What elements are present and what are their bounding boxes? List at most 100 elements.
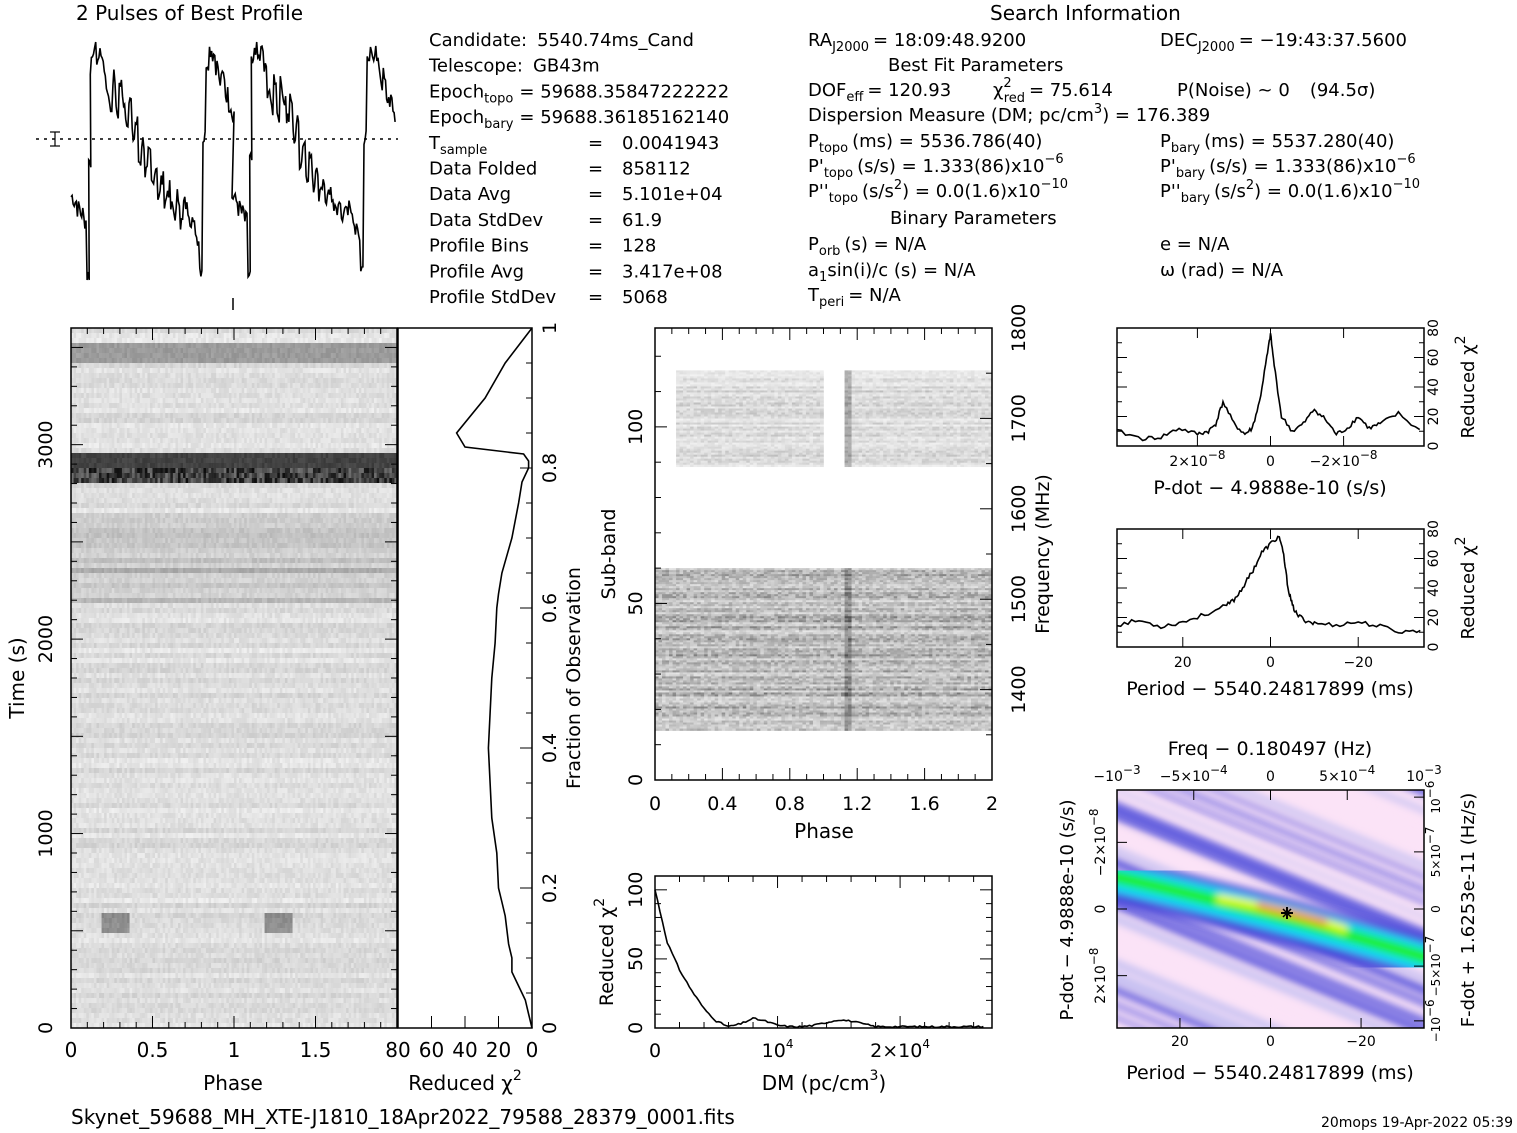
phase-time-cell xyxy=(175,363,179,369)
phase-time-cell xyxy=(282,478,286,484)
phase-time-cell xyxy=(351,403,355,409)
phase-time-cell xyxy=(137,383,141,389)
phase-time-cell xyxy=(325,333,329,339)
phase-time-cell xyxy=(340,513,344,519)
phase-time-cell xyxy=(127,488,130,494)
phase-time-cell xyxy=(307,493,311,499)
phase-time-cell xyxy=(147,458,151,464)
phase-time-cell xyxy=(76,488,79,494)
phase-time-cell xyxy=(318,433,321,439)
phase-time-cell xyxy=(374,368,377,374)
phase-time-cell xyxy=(170,338,174,344)
phase-time-cell xyxy=(277,348,281,354)
phase-time-cell xyxy=(167,493,171,499)
phase-time-cell xyxy=(330,418,334,424)
phase-time-cell xyxy=(379,333,383,339)
phase-time-cell xyxy=(371,398,375,404)
phase-time-cell xyxy=(376,373,380,379)
phase-time-cell xyxy=(269,513,273,519)
phase-time-cell xyxy=(325,328,329,334)
phase-time-cell xyxy=(312,513,316,519)
phase-time-cell xyxy=(160,498,163,504)
phase-time-cell xyxy=(101,468,105,474)
phase-time-cell xyxy=(139,363,143,369)
phase-time-cell xyxy=(249,408,253,414)
phase-time-cell xyxy=(264,378,268,384)
phase-time-cell xyxy=(363,503,367,509)
phase-time-cell xyxy=(231,513,235,519)
phase-time-cell xyxy=(195,508,199,514)
phase-time-cell xyxy=(328,403,332,409)
phase-time-cell xyxy=(274,338,278,344)
phase-time-cell xyxy=(109,428,113,434)
phase-time-cell xyxy=(381,508,385,514)
phase-time-cell xyxy=(231,373,235,379)
phase-time-cell xyxy=(203,503,207,509)
phase-time-cell xyxy=(290,498,293,504)
phase-time-cell xyxy=(315,448,319,454)
phase-time-cell xyxy=(109,513,113,519)
phase-time-cell xyxy=(134,373,138,379)
phase-time-cell xyxy=(335,338,339,344)
phase-time-cell xyxy=(333,343,337,349)
phase-time-cell xyxy=(81,388,85,394)
phase-time-cell xyxy=(351,503,355,509)
phase-time-cell xyxy=(147,348,151,354)
phase-time-cell xyxy=(83,388,87,394)
phase-time-cell xyxy=(379,473,383,479)
phase-time-cell xyxy=(208,493,212,499)
phase-time-cell xyxy=(147,383,151,389)
phase-time-cell xyxy=(379,458,383,464)
phase-time-cell xyxy=(170,418,174,424)
phase-time-cell xyxy=(381,428,385,434)
phase-time-cell xyxy=(379,463,383,469)
phase-time-cell xyxy=(203,408,207,414)
phase-time-cell xyxy=(162,428,166,434)
phase-time-cell xyxy=(172,448,176,454)
phase-time-cell xyxy=(127,438,130,444)
phase-time-cell xyxy=(246,448,250,454)
phase-time-cell xyxy=(262,468,265,474)
phase-time-cell xyxy=(256,493,260,499)
phase-time-cell xyxy=(213,348,217,354)
phase-time-cell xyxy=(205,493,209,499)
phase-time-cell xyxy=(190,438,194,444)
phase-time-cell xyxy=(205,328,209,334)
phase-time-cell xyxy=(175,493,179,499)
phase-time-cell xyxy=(330,453,334,459)
phase-time-cell xyxy=(379,423,383,429)
phase-time-cell xyxy=(338,418,342,424)
phase-time-cell xyxy=(368,463,372,469)
phase-time-cell xyxy=(272,453,276,459)
phase-time-cell xyxy=(198,383,202,389)
phase-time-cell xyxy=(290,483,293,489)
phase-time-cell xyxy=(170,438,174,444)
phase-time-cell xyxy=(96,378,100,384)
phase-time-cell xyxy=(246,428,250,434)
phase-time-cell xyxy=(73,393,77,399)
phase-time-cell xyxy=(335,468,339,474)
phase-time-cell xyxy=(114,473,118,479)
phase-time-cell xyxy=(81,353,85,359)
phase-time-cell xyxy=(394,368,398,374)
phase-time-cell xyxy=(157,368,161,374)
phase-time-cell xyxy=(183,333,186,339)
phase-time-cell xyxy=(340,418,344,424)
phase-time-cell xyxy=(379,453,383,459)
phase-time-cell xyxy=(381,348,385,354)
phase-time-cell xyxy=(259,433,263,439)
phase-time-cell xyxy=(335,328,339,334)
phase-time-cell xyxy=(213,408,217,414)
phase-time-cell xyxy=(358,403,362,409)
phase-time-cell xyxy=(86,403,90,409)
phase-time-cell xyxy=(165,433,169,439)
phase-time-cell xyxy=(121,493,125,499)
phase-time-cell xyxy=(101,493,105,499)
phase-time-cell xyxy=(144,498,148,504)
phase-time-cell xyxy=(71,438,74,444)
phase-time-cell xyxy=(200,413,204,419)
phase-time-cell xyxy=(149,458,153,464)
phase-time-cell xyxy=(223,328,227,334)
phase-time-cell xyxy=(203,363,207,369)
phase-time-cell xyxy=(338,403,342,409)
